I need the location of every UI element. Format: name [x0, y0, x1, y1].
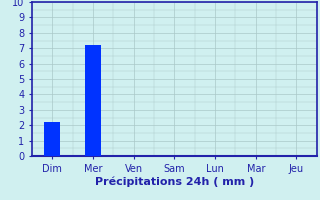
- Bar: [44, 122, 60, 156]
- X-axis label: Précipitations 24h ( mm ): Précipitations 24h ( mm ): [95, 176, 254, 187]
- Bar: [85, 45, 101, 156]
